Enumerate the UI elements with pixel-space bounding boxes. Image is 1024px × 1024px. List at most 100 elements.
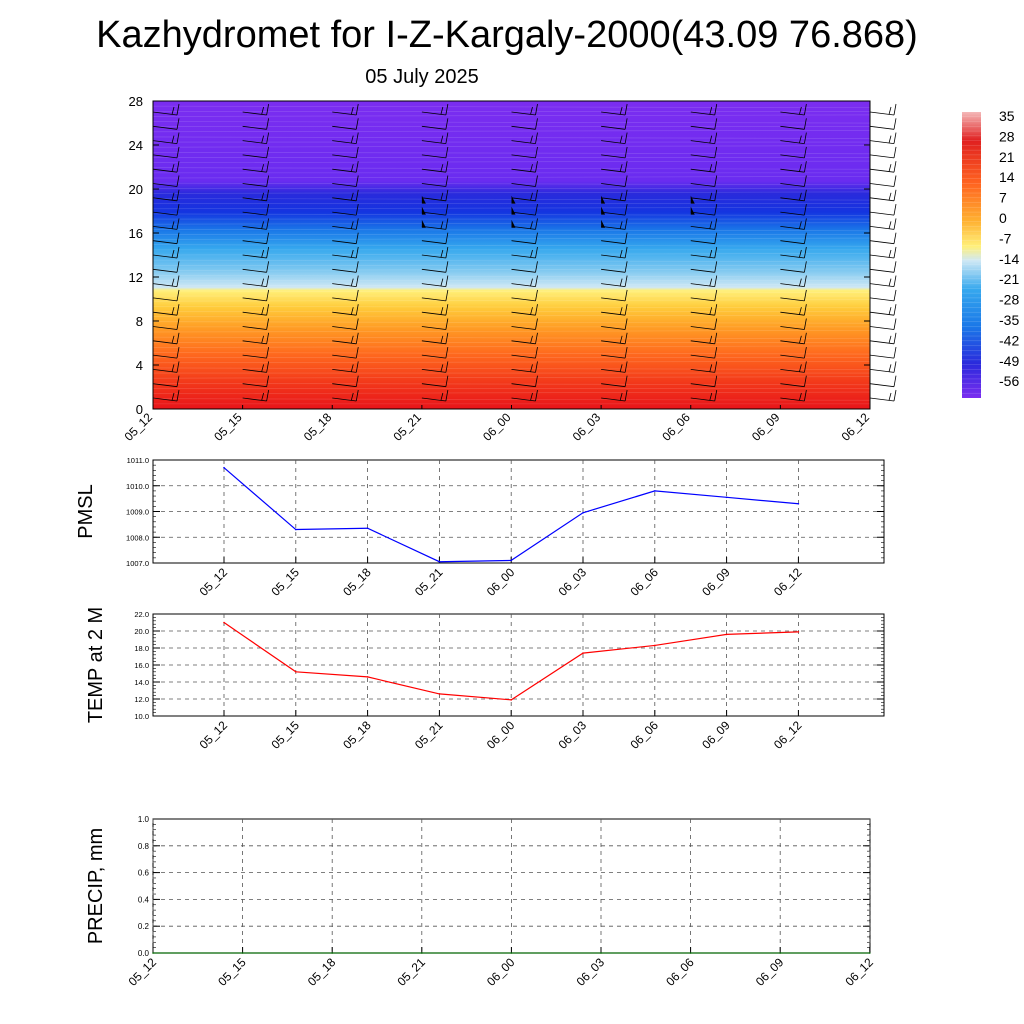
wind-barb <box>601 361 628 373</box>
barb-flag <box>798 164 802 172</box>
barb-shaft <box>869 297 895 302</box>
barb-flag <box>355 204 359 216</box>
data-point <box>600 952 602 954</box>
barb-flag <box>445 289 449 301</box>
barb-flag <box>261 192 265 201</box>
x-tick-label: 05_18 <box>340 565 374 599</box>
wind-barb <box>242 375 270 388</box>
barb-flag <box>440 135 444 144</box>
colorbar-label: 0 <box>999 210 1007 226</box>
barb-shaft <box>780 297 805 302</box>
barb-shaft <box>869 383 895 388</box>
barb-flag <box>535 218 538 230</box>
barb-shaft <box>511 197 536 202</box>
wind-barb <box>869 218 897 230</box>
wind-barb <box>332 318 359 330</box>
wind-barb <box>332 204 359 216</box>
barb-shaft <box>511 111 536 116</box>
barb-flag <box>893 261 897 273</box>
barb-flag <box>266 275 270 287</box>
barb-flag <box>440 249 444 258</box>
barb-shaft <box>511 268 536 273</box>
barb-shaft <box>869 311 895 316</box>
barb-flag <box>355 161 359 173</box>
barb-flag <box>350 192 354 201</box>
data-point <box>797 502 800 505</box>
barb-shaft <box>690 154 715 159</box>
barb-flag <box>714 289 718 301</box>
barb-flag <box>261 164 265 172</box>
wind-barb <box>421 289 449 302</box>
barb-flag <box>624 189 628 201</box>
barb-flag <box>266 261 270 273</box>
y-axis-title: TEMP at 2 M <box>85 607 107 723</box>
barb-shaft <box>869 268 895 273</box>
wind-barb <box>690 132 718 144</box>
barb-flag <box>893 103 897 116</box>
barb-flag <box>798 192 802 201</box>
wind-barb <box>780 389 807 402</box>
wind-barb <box>601 204 628 216</box>
barb-shaft <box>690 340 715 345</box>
barb-shaft <box>780 311 805 316</box>
wind-barb <box>152 375 180 388</box>
wind-barb <box>511 103 538 116</box>
data-point <box>797 631 800 633</box>
barb-flag <box>171 221 175 230</box>
barb-flag <box>350 164 354 172</box>
barb-flag <box>714 261 718 273</box>
wind-barb <box>601 332 628 345</box>
barb-shaft <box>869 354 895 359</box>
contour-line <box>152 167 871 170</box>
data-point <box>654 490 656 492</box>
wind-barb <box>242 289 270 302</box>
barb-shaft <box>152 297 178 302</box>
x-tick-label: 06_12 <box>842 955 876 989</box>
barb-flag <box>893 246 897 259</box>
y-axis-title: PMSL <box>75 484 97 538</box>
wind-barb <box>332 304 359 316</box>
data-point <box>510 699 512 701</box>
barb-flag <box>266 175 270 187</box>
barb-shaft <box>152 154 178 159</box>
wind-barb <box>869 389 897 402</box>
barb-shaft <box>152 283 178 287</box>
barb-shaft <box>869 397 895 402</box>
barb-shaft <box>152 168 178 173</box>
contour-line <box>152 152 871 155</box>
data-point <box>241 952 244 954</box>
wind-barb <box>869 361 897 373</box>
barb-shaft <box>511 211 536 216</box>
wind-barb <box>869 146 897 159</box>
contour-line <box>152 176 871 179</box>
contour-line <box>152 376 871 379</box>
barb-shaft <box>421 340 446 345</box>
wind-barb <box>780 375 807 388</box>
barb-shaft <box>332 240 357 245</box>
barb-flag <box>530 392 533 401</box>
wind-barb <box>242 161 270 173</box>
barb-shaft <box>152 211 178 216</box>
barb-shaft <box>421 183 446 187</box>
barb-flag <box>530 307 533 315</box>
barb-shaft <box>332 354 357 359</box>
barb-flag <box>803 175 807 187</box>
contour-line <box>152 314 871 317</box>
barb-shaft <box>601 197 626 202</box>
barb-flag <box>624 318 628 330</box>
x-tick-label: 05_21 <box>394 955 428 989</box>
barb-flag <box>714 189 718 201</box>
barb-flag <box>709 307 713 315</box>
contour-line <box>152 321 871 324</box>
barb-flag <box>624 275 628 287</box>
y-tick-label: 0.0 <box>138 949 150 958</box>
barb-flag <box>624 118 628 130</box>
barb-flag <box>171 106 175 115</box>
data-point <box>438 693 441 695</box>
wind-barb <box>869 118 897 130</box>
wind-barb <box>421 318 449 330</box>
barb-shaft <box>780 340 805 345</box>
barb-shaft <box>869 340 895 345</box>
x-tick-label: 06_12 <box>839 410 873 444</box>
